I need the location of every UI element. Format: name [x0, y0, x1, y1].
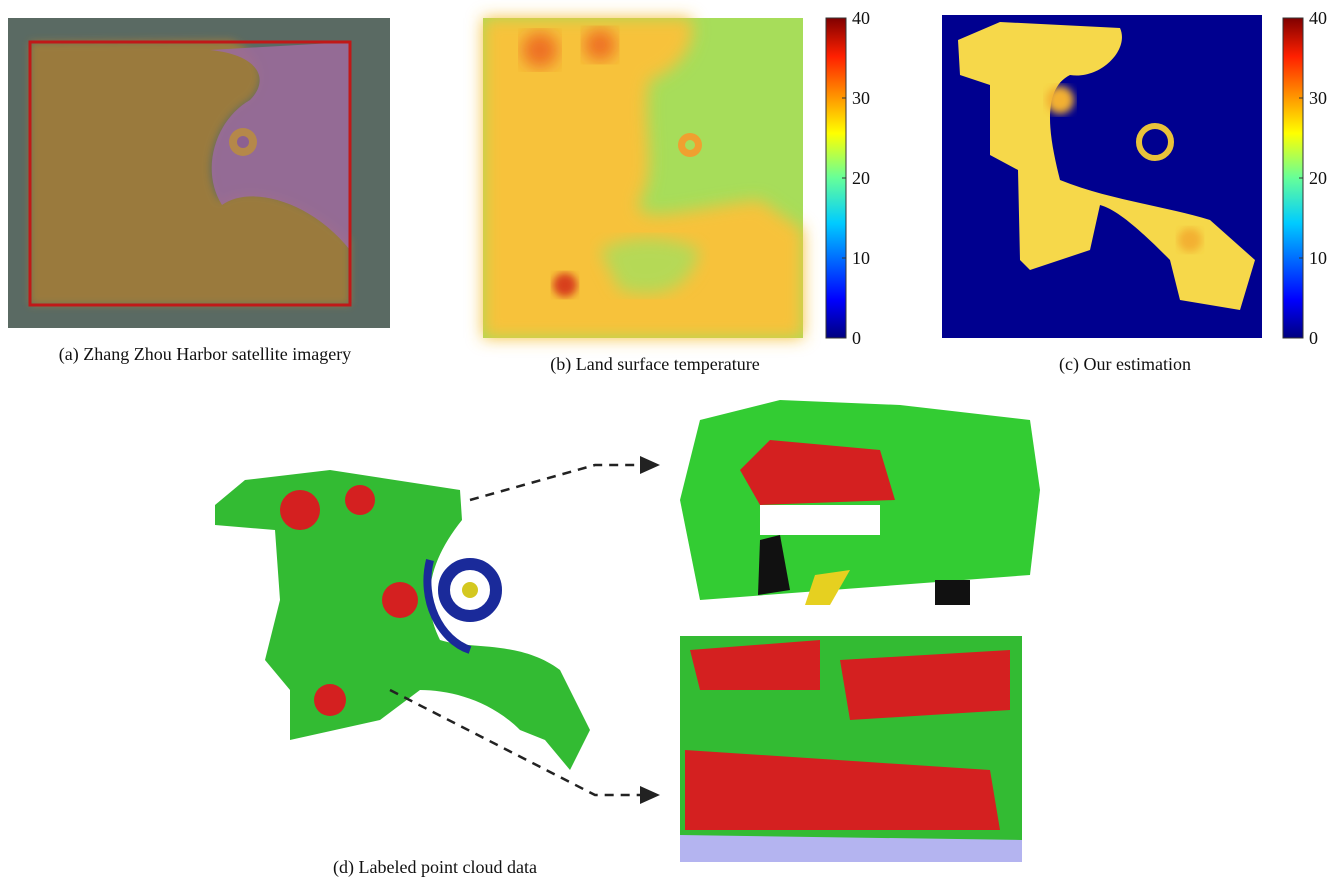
colorbar-tick-label: 40 [1309, 8, 1327, 28]
point-cloud-closeup-top [680, 400, 1040, 605]
colorbar-tick-label: 0 [852, 328, 861, 348]
arrow-heads [640, 456, 660, 804]
caption: (d) Labeled point cloud data [333, 857, 537, 878]
colorbar-tick-label: 40 [852, 8, 870, 28]
satellite-image [8, 18, 390, 328]
colorbar-tick-label: 20 [852, 168, 870, 188]
colorbar-tick-label: 0 [1309, 328, 1318, 348]
caption: (a) Zhang Zhou Harbor satellite imagery [59, 344, 351, 365]
caption: (b) Land surface temperature [550, 354, 759, 375]
point-cloud-closeup-bottom [680, 636, 1022, 862]
colorbar-tick-label: 10 [1309, 248, 1327, 268]
figure: (a) Zhang Zhou Harbor satellite imagery … [0, 0, 1339, 880]
temperature-map [483, 18, 803, 338]
colorbar-tick-label: 20 [1309, 168, 1327, 188]
point-cloud-map [215, 470, 590, 770]
colorbar-tick-label: 10 [852, 248, 870, 268]
caption: (c) Our estimation [1059, 354, 1191, 375]
colorbar-tick-label: 30 [1309, 88, 1327, 108]
colorbar-tick-label: 30 [852, 88, 870, 108]
estimation-map [942, 15, 1262, 338]
page: (a) Zhang Zhou Harbor satellite imagery … [0, 0, 1339, 880]
